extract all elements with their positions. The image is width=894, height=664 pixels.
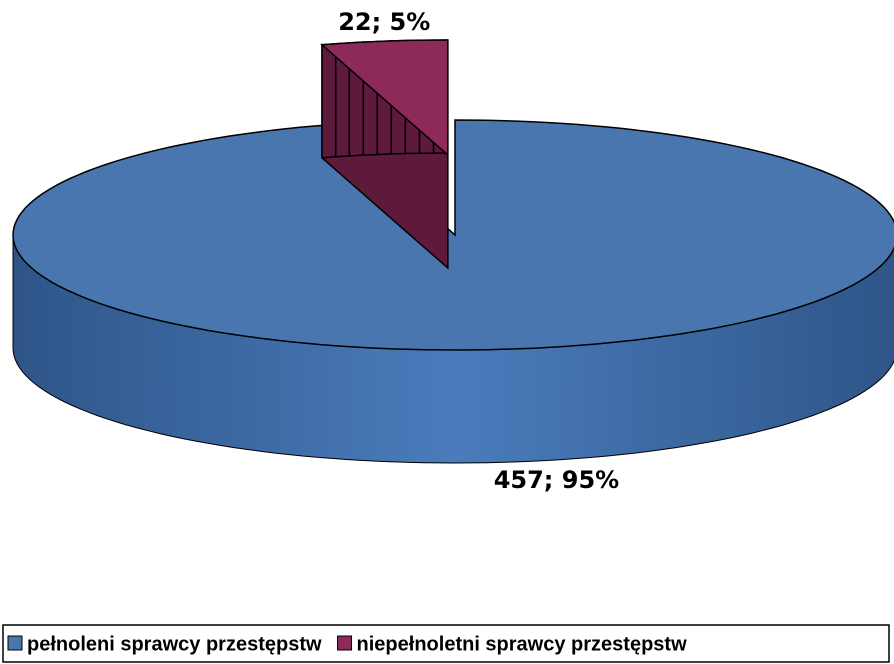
data-label: 22; 5% bbox=[338, 8, 430, 36]
legend-swatch bbox=[337, 635, 353, 651]
slice-side bbox=[321, 42, 337, 159]
legend-label: niepełnoletni sprawcy przestępstw bbox=[357, 633, 688, 655]
slice bbox=[320, 39, 449, 157]
legend-frame bbox=[2, 624, 890, 663]
legend-label: pełnoleni sprawcy przestępstw bbox=[27, 633, 322, 655]
data-label: 457; 95% bbox=[494, 466, 620, 494]
slice bbox=[12, 119, 894, 351]
legend-swatch bbox=[7, 635, 23, 651]
